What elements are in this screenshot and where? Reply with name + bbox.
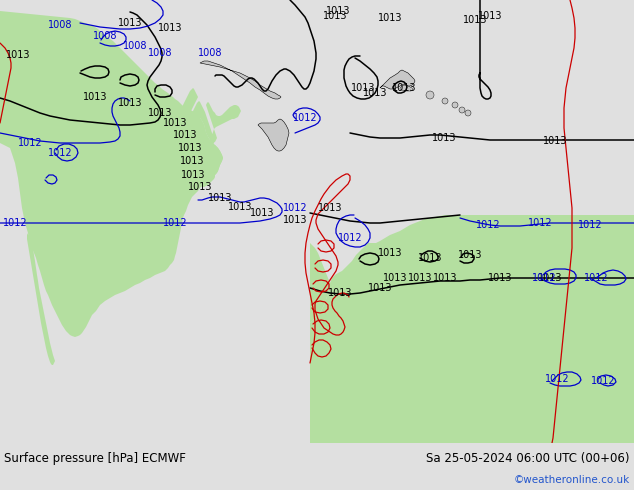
Text: 1013: 1013 xyxy=(488,273,512,283)
Circle shape xyxy=(465,110,471,116)
Text: 1013: 1013 xyxy=(148,108,172,118)
Text: 1013: 1013 xyxy=(328,288,353,298)
Polygon shape xyxy=(310,243,330,323)
Text: 1013: 1013 xyxy=(432,133,456,143)
Polygon shape xyxy=(310,215,634,443)
Text: 1012: 1012 xyxy=(283,203,307,213)
Text: 1012: 1012 xyxy=(591,376,616,386)
Polygon shape xyxy=(258,119,289,151)
Text: 1008: 1008 xyxy=(123,41,147,51)
Text: 1013: 1013 xyxy=(323,11,347,21)
Text: 1013: 1013 xyxy=(172,130,197,140)
Text: 1013: 1013 xyxy=(478,11,502,21)
Text: 1013: 1013 xyxy=(378,248,402,258)
Text: Sa 25-05-2024 06:00 UTC (00+06): Sa 25-05-2024 06:00 UTC (00+06) xyxy=(427,451,630,465)
Text: 1013: 1013 xyxy=(408,273,432,283)
Polygon shape xyxy=(0,0,223,337)
Polygon shape xyxy=(179,88,241,146)
Text: 1013: 1013 xyxy=(250,208,275,218)
Circle shape xyxy=(426,91,434,99)
Text: 1013: 1013 xyxy=(188,182,212,192)
Text: 1013: 1013 xyxy=(392,83,417,93)
Polygon shape xyxy=(175,108,223,187)
Text: 1013: 1013 xyxy=(208,193,232,203)
Text: 1013: 1013 xyxy=(463,15,488,25)
Text: 1013: 1013 xyxy=(181,170,205,180)
Text: 1012: 1012 xyxy=(293,113,317,123)
Text: 1012: 1012 xyxy=(527,218,552,228)
Text: 1012: 1012 xyxy=(476,220,500,230)
Text: 1013: 1013 xyxy=(180,156,204,166)
Text: 1008: 1008 xyxy=(48,20,72,30)
Text: 1012: 1012 xyxy=(163,218,187,228)
Text: 1013: 1013 xyxy=(178,143,202,153)
Text: 1013: 1013 xyxy=(368,283,392,293)
Text: ©weatheronline.co.uk: ©weatheronline.co.uk xyxy=(514,475,630,485)
Text: 1013: 1013 xyxy=(378,13,402,23)
Text: 1013: 1013 xyxy=(118,18,142,28)
Circle shape xyxy=(452,102,458,108)
Text: 1013: 1013 xyxy=(318,203,342,213)
Text: 1013: 1013 xyxy=(543,136,567,146)
Text: 1013: 1013 xyxy=(351,83,375,93)
Text: 1012: 1012 xyxy=(532,273,556,283)
Circle shape xyxy=(442,98,448,104)
Text: 1013: 1013 xyxy=(433,273,457,283)
Text: 1012: 1012 xyxy=(18,138,42,148)
Text: 1013: 1013 xyxy=(228,202,252,212)
Text: 1012: 1012 xyxy=(338,233,362,243)
Polygon shape xyxy=(27,233,55,365)
Polygon shape xyxy=(380,70,415,89)
Text: 1012: 1012 xyxy=(578,220,602,230)
Text: 1012: 1012 xyxy=(545,374,569,384)
Text: 1013: 1013 xyxy=(118,98,142,108)
Text: 1008: 1008 xyxy=(93,31,117,41)
Text: 1013: 1013 xyxy=(326,6,350,16)
Text: 1013: 1013 xyxy=(538,273,562,283)
Text: 1013: 1013 xyxy=(363,88,387,98)
Text: 1013: 1013 xyxy=(6,50,30,60)
Text: 1012: 1012 xyxy=(584,273,608,283)
Text: 1013: 1013 xyxy=(418,253,443,263)
Polygon shape xyxy=(400,85,413,91)
Circle shape xyxy=(459,107,465,113)
Text: 1012: 1012 xyxy=(3,218,27,228)
Text: 1013: 1013 xyxy=(458,250,482,260)
Polygon shape xyxy=(200,61,281,99)
Text: 1012: 1012 xyxy=(48,148,72,158)
Text: 1013: 1013 xyxy=(158,23,182,33)
Text: Surface pressure [hPa] ECMWF: Surface pressure [hPa] ECMWF xyxy=(4,451,186,465)
Text: 1008: 1008 xyxy=(198,48,223,58)
Text: 1013: 1013 xyxy=(163,118,187,128)
Text: 1013: 1013 xyxy=(283,215,307,225)
Text: 1013: 1013 xyxy=(83,92,107,102)
Text: 1013: 1013 xyxy=(383,273,407,283)
Text: 1008: 1008 xyxy=(148,48,172,58)
